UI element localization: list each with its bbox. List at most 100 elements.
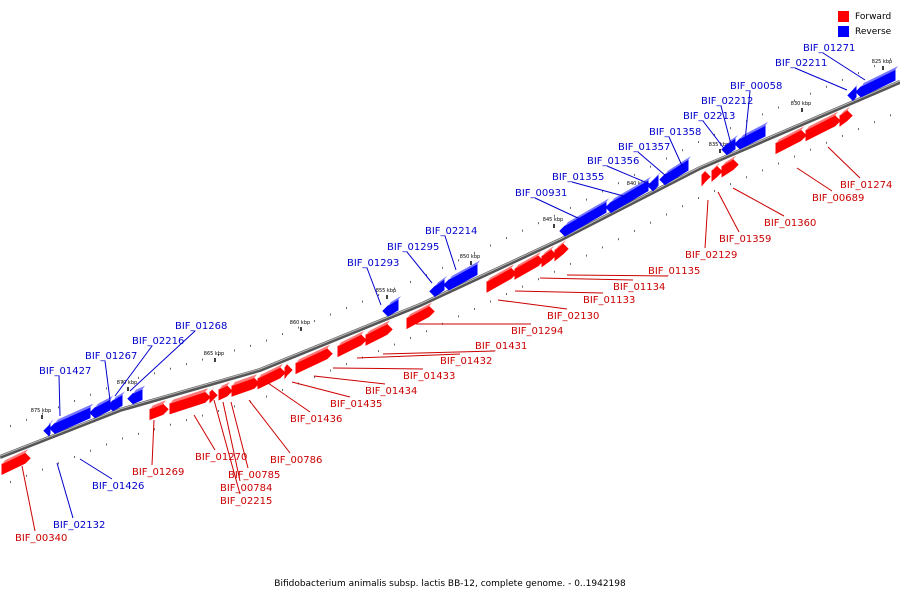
guide-dot [234, 349, 235, 352]
guide-dot [362, 300, 363, 303]
guide-dot [682, 149, 683, 152]
forward-gene-arrow [721, 159, 739, 178]
gene-arrow-top [366, 320, 390, 335]
reverse-gene-arrow [647, 174, 659, 192]
guide-dot [506, 237, 507, 240]
gene-arrow-top [740, 122, 768, 139]
gene-label: BIF_01269 [132, 467, 184, 478]
gene-arrows [1, 66, 898, 476]
guide-dot [618, 182, 619, 185]
guide-dot [186, 419, 187, 422]
guide-dot [394, 287, 395, 290]
forward-gene-arrow [1, 452, 31, 476]
gene-arrow-top [170, 388, 208, 404]
guide-dot [106, 387, 107, 390]
gene-arrow-top [449, 260, 480, 280]
reverse-gene-arrow [659, 159, 689, 186]
guide-dot [522, 285, 523, 288]
guide-dot [682, 205, 683, 208]
guide-dot [122, 381, 123, 384]
guide-dot [538, 222, 539, 225]
guide-dot [474, 307, 475, 310]
reverse-gene-arrow [559, 201, 607, 237]
forward-gene-arrow [295, 348, 333, 375]
gene-arrow-top [133, 385, 145, 394]
guide-dot [778, 106, 779, 109]
guide-dot [570, 206, 571, 209]
gene-label: BIF_01134 [613, 282, 665, 293]
guide-dot [346, 307, 347, 310]
guide-dot [314, 376, 315, 379]
guide-dot [394, 343, 395, 346]
kbp-tick-label: 850 kbp [460, 254, 480, 260]
guide-dot [730, 183, 731, 186]
guide-dot [794, 155, 795, 158]
guide-dot [858, 128, 859, 131]
guide-dot [74, 400, 75, 403]
guide-dot [90, 393, 91, 396]
gene-label: BIF_01295 [387, 242, 439, 253]
guide-dot [666, 213, 667, 216]
guide-dot [506, 293, 507, 296]
gene-label: BIF_01434 [365, 386, 417, 397]
label-leader-line [213, 399, 241, 495]
label-leader-line [514, 290, 604, 294]
forward-gene-arrow [514, 255, 544, 280]
guide-dot [330, 313, 331, 316]
guide-dot [426, 274, 427, 277]
legend-reverse-label: Reverse [855, 26, 892, 37]
guide-dot [618, 238, 619, 241]
guide-dot [602, 190, 603, 193]
guide-dot [474, 251, 475, 254]
guide-dot [266, 339, 267, 342]
guide-dot [634, 173, 635, 176]
guide-dot [762, 169, 763, 172]
gene-label: BIF_02130 [547, 311, 599, 322]
guide-dot [554, 214, 555, 217]
guide-dot [282, 333, 283, 336]
guide-dot [378, 350, 379, 353]
label-leader-line [114, 345, 153, 397]
reverse-gene-arrow [43, 423, 51, 437]
guide-dot [426, 330, 427, 333]
gene-label: BIF_02132 [53, 520, 105, 531]
label-leader-line [717, 191, 740, 233]
gene-arrow-top [2, 449, 28, 465]
gene-arrow-top [702, 167, 708, 176]
gene-arrow-top [853, 82, 859, 91]
guide-dot [730, 127, 731, 130]
guide-dot [154, 428, 155, 431]
guide-dot [666, 157, 667, 160]
label-leader-line [794, 67, 848, 91]
kbp-tick-label: 865 kbp [204, 351, 224, 357]
guide-dot [410, 337, 411, 340]
label-leader-line [668, 136, 685, 171]
gene-arrow-top [285, 361, 290, 368]
gene-label: BIF_02215 [220, 496, 272, 507]
gene-arrow-top [806, 111, 838, 131]
guide-dot [234, 405, 235, 408]
gene-label: BIF_02211 [775, 58, 827, 69]
guide-dot [186, 363, 187, 366]
guide-dot [794, 99, 795, 102]
reverse-gene-arrow [443, 263, 478, 291]
label-leader-line [267, 382, 311, 413]
gene-arrow-top [727, 134, 738, 145]
label-leader-line [332, 367, 424, 370]
reverse-gene-arrow [847, 85, 857, 102]
guide-dot [378, 294, 379, 297]
guide-dot [170, 367, 171, 370]
legend-reverse: Reverse [838, 24, 891, 39]
gene-label: BIF_00340 [15, 533, 67, 544]
guide-dot [346, 363, 347, 366]
guide-dot [154, 372, 155, 375]
gene-arrow-top [611, 176, 651, 203]
gene-label: BIF_01358 [649, 127, 701, 138]
guide-dot [826, 141, 827, 144]
guide-dot [458, 259, 459, 262]
kbp-tick-label: 875 kbp [31, 408, 51, 414]
kbp-tick-label: 835 kbp [709, 142, 729, 148]
guide-dot [218, 354, 219, 356]
guide-dot [106, 443, 107, 446]
guide-dot [202, 358, 203, 361]
